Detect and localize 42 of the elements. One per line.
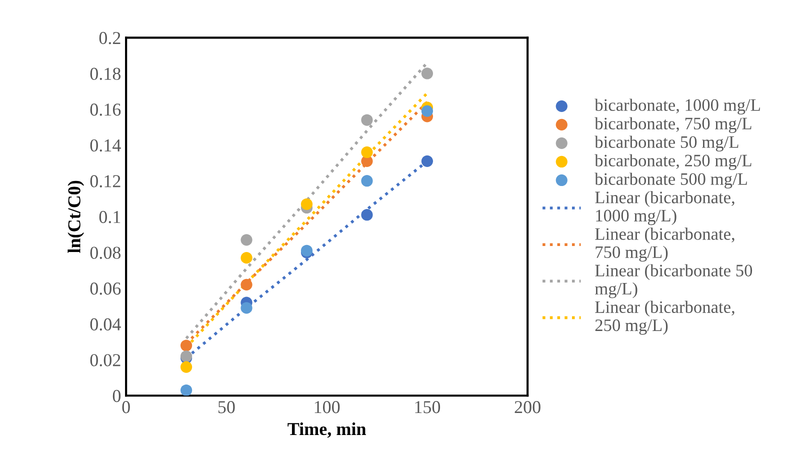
legend-label: Linear (bicarbonate, 1000 mg/L): [595, 191, 734, 226]
y-tick-label: 0.08: [90, 246, 121, 259]
point: [180, 340, 192, 352]
y-tick-label: 0: [112, 390, 121, 402]
point: [361, 146, 373, 158]
point: [240, 278, 252, 290]
point: [361, 175, 373, 187]
y-tick-label: 0.1: [99, 210, 120, 224]
legend-label: bicarbonate, 250 mg/L: [594, 154, 752, 170]
legend-label: Linear (bicarbonate, 750 mg/L): [595, 228, 734, 262]
y-tick-label: 0.02: [90, 354, 120, 366]
legend-label: bicarbonate, 1000 mg/L: [594, 98, 760, 114]
x-tick-label: 200: [514, 401, 540, 414]
point: [421, 68, 434, 80]
point: [180, 384, 192, 396]
y-tick-label: 0.14: [90, 139, 121, 152]
legend-label: Linear (bicarbonate, 250 mg/L): [595, 300, 734, 335]
y-tick-label: 0.06: [90, 282, 121, 295]
x-tick-label: 50: [218, 401, 235, 414]
y-tick-label: 0.16: [90, 104, 121, 116]
x-axis-title: Time, min: [288, 422, 366, 438]
x-tick-label: 150: [415, 401, 440, 414]
point: [180, 361, 192, 373]
x-tick-label: 100: [314, 401, 340, 414]
point: [240, 234, 252, 246]
legend-label: Linear (bicarbonate 50 mg/L): [594, 264, 752, 298]
point: [240, 302, 252, 314]
point: [240, 252, 252, 264]
y-axis-title: ln(Ct/C0): [68, 180, 84, 253]
point: [361, 114, 373, 126]
point: [421, 155, 434, 167]
legend-label: bicarbonate, 750 mg/L: [594, 117, 752, 134]
y-tick-label: 0.2: [99, 32, 120, 44]
y-tick-label: 0.04: [90, 318, 121, 331]
legend-label: bicarbonate 500 mg/L: [594, 172, 747, 189]
y-tick-label: 0.12: [90, 175, 120, 188]
y-tick-label: 0.18: [90, 68, 121, 80]
point: [421, 105, 434, 117]
point: [300, 198, 313, 210]
x-tick-label: 0: [122, 401, 130, 414]
legend-label: bicarbonate 50 mg/L: [594, 136, 738, 152]
point: [361, 209, 373, 221]
